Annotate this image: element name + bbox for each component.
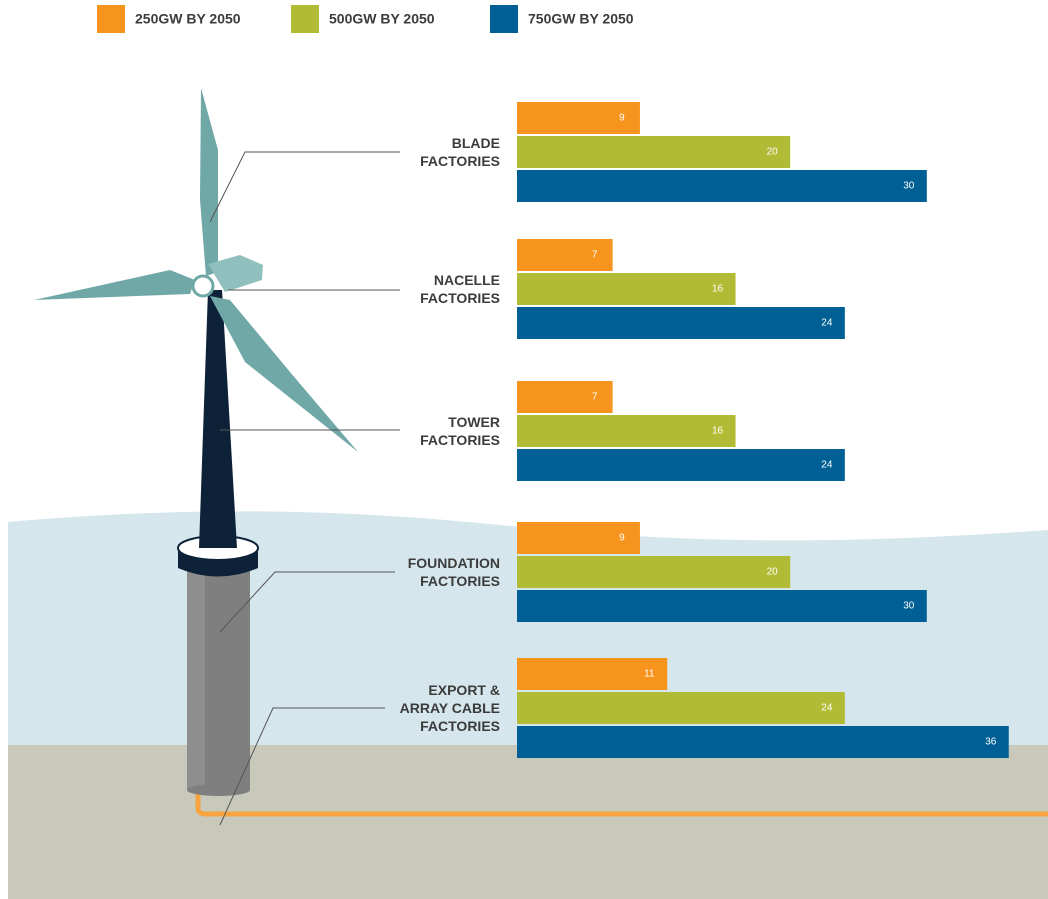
blade: [34, 270, 195, 300]
value-label: 16: [712, 284, 724, 295]
legend-swatch: [490, 5, 518, 33]
bar: [517, 556, 791, 588]
value-label: 20: [767, 567, 779, 578]
bar: [517, 522, 640, 554]
value-label: 36: [985, 737, 997, 748]
pointers: [209, 151, 400, 826]
value-label: 9: [619, 113, 625, 124]
bar: [517, 692, 845, 724]
legend-label: 750GW BY 2050: [528, 11, 634, 27]
bar: [517, 273, 736, 305]
value-label: 24: [821, 703, 833, 714]
category-label: EXPORT & ARRAY CABLE FACTORIES: [399, 682, 500, 734]
value-label: 11: [644, 669, 655, 680]
category-label: FOUNDATION FACTORIES: [407, 555, 500, 589]
pointer: [219, 707, 385, 826]
value-label: 24: [821, 460, 833, 471]
blade: [210, 296, 358, 452]
tower: [199, 290, 237, 548]
value-label: 30: [903, 601, 915, 612]
hub: [191, 274, 215, 298]
bar: [517, 381, 613, 413]
bar: [517, 136, 791, 168]
legend-label: 500GW BY 2050: [329, 11, 435, 27]
legend-swatch: [291, 5, 319, 33]
bar: [517, 449, 845, 481]
legend-swatch: [97, 5, 125, 33]
bar: [517, 239, 613, 271]
bar: [517, 415, 736, 447]
bar: [517, 658, 668, 690]
value-label: 30: [903, 181, 915, 192]
category-label: TOWER FACTORIES: [420, 414, 500, 448]
bar: [517, 590, 927, 622]
seabed: [8, 745, 1048, 899]
pointer: [209, 151, 400, 223]
nacelle: [208, 255, 263, 292]
value-label: 20: [767, 147, 779, 158]
blade: [200, 88, 218, 276]
category-label: NACELLE FACTORIES: [420, 272, 500, 306]
legend-label: 250GW BY 2050: [135, 11, 241, 27]
bar: [517, 102, 640, 134]
bar: [517, 307, 845, 339]
pile-base: [187, 784, 250, 796]
value-label: 7: [592, 250, 598, 261]
cable: [195, 760, 1048, 817]
pointer: [219, 571, 395, 633]
pile-shade: [187, 565, 205, 790]
category-label: BLADE FACTORIES: [420, 135, 500, 169]
bar: [517, 170, 927, 202]
value-label: 24: [821, 318, 833, 329]
value-label: 9: [619, 533, 625, 544]
value-label: 7: [592, 392, 598, 403]
value-label: 16: [712, 426, 724, 437]
bar: [517, 726, 1009, 758]
